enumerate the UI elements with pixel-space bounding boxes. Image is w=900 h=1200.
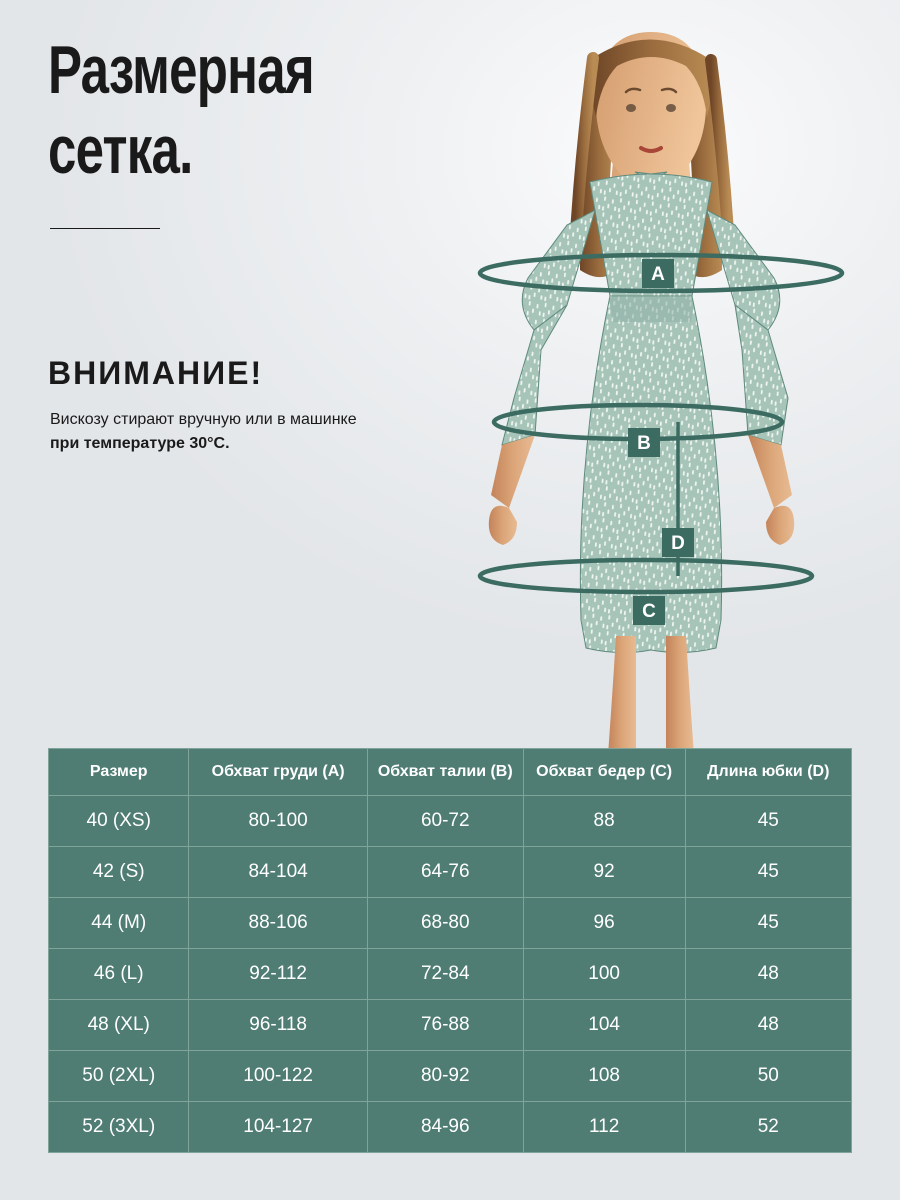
svg-text:C: C bbox=[642, 601, 656, 622]
svg-text:D: D bbox=[671, 533, 685, 554]
svg-text:B: B bbox=[637, 433, 651, 454]
svg-text:A: A bbox=[651, 264, 665, 285]
